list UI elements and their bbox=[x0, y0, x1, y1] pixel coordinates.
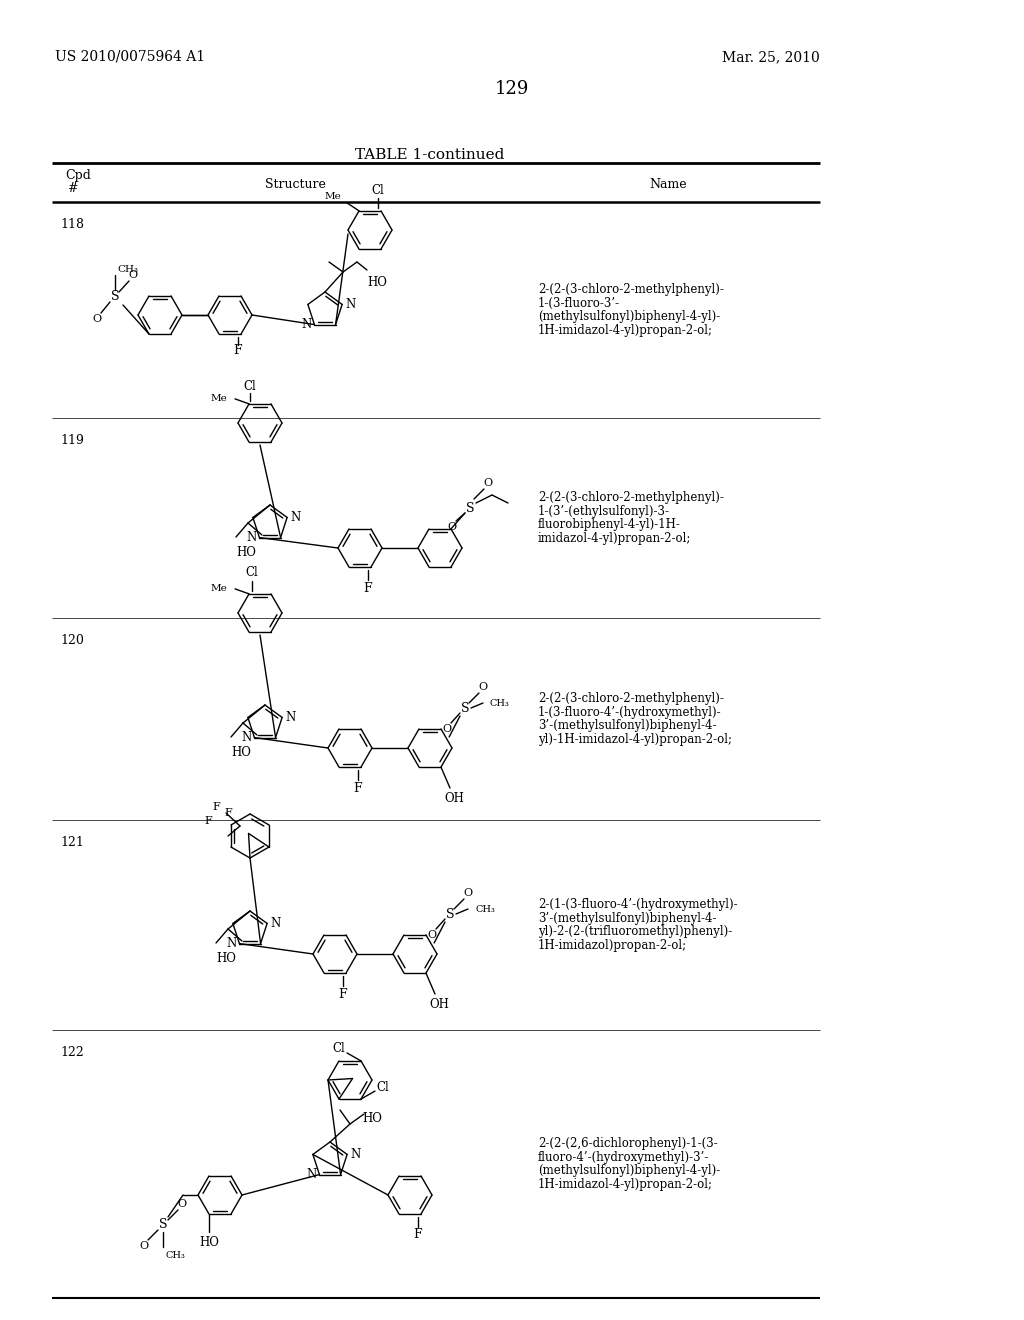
Text: 122: 122 bbox=[60, 1045, 84, 1059]
Text: CH₃: CH₃ bbox=[117, 264, 138, 273]
Text: F: F bbox=[224, 808, 231, 818]
Text: S: S bbox=[461, 701, 469, 714]
Text: OH: OH bbox=[429, 998, 449, 1011]
Text: #: # bbox=[67, 182, 78, 195]
Text: 129: 129 bbox=[495, 81, 529, 98]
Text: O: O bbox=[128, 271, 137, 280]
Text: 120: 120 bbox=[60, 634, 84, 647]
Text: 2-(2-(3-chloro-2-methylphenyl)-: 2-(2-(3-chloro-2-methylphenyl)- bbox=[538, 491, 724, 504]
Text: 1H-imidazol-4-yl)propan-2-ol;: 1H-imidazol-4-yl)propan-2-ol; bbox=[538, 1177, 713, 1191]
Text: yl)-2-(2-(trifluoromethyl)phenyl)-: yl)-2-(2-(trifluoromethyl)phenyl)- bbox=[538, 925, 732, 939]
Text: HO: HO bbox=[367, 276, 387, 289]
Text: CH₃: CH₃ bbox=[475, 904, 495, 913]
Text: F: F bbox=[339, 987, 347, 1001]
Text: 119: 119 bbox=[60, 434, 84, 447]
Text: Me: Me bbox=[210, 585, 227, 594]
Text: O: O bbox=[442, 723, 452, 734]
Text: F: F bbox=[233, 343, 243, 356]
Text: N: N bbox=[290, 511, 300, 524]
Text: N: N bbox=[350, 1148, 360, 1160]
Text: imidazol-4-yl)propan-2-ol;: imidazol-4-yl)propan-2-ol; bbox=[538, 532, 691, 545]
Text: fluoro-4’-(hydroxymethyl)-3’-: fluoro-4’-(hydroxymethyl)-3’- bbox=[538, 1151, 710, 1164]
Text: O: O bbox=[92, 314, 101, 323]
Text: 121: 121 bbox=[60, 836, 84, 849]
Text: 1-(3-fluoro-3’-: 1-(3-fluoro-3’- bbox=[538, 297, 621, 310]
Text: Cl: Cl bbox=[377, 1081, 389, 1093]
Text: F: F bbox=[212, 803, 220, 812]
Text: N: N bbox=[270, 917, 281, 929]
Text: 2-(2-(3-chloro-2-methylphenyl)-: 2-(2-(3-chloro-2-methylphenyl)- bbox=[538, 284, 724, 296]
Text: N: N bbox=[301, 318, 311, 331]
Text: HO: HO bbox=[216, 953, 236, 965]
Text: (methylsulfonyl)biphenyl-4-yl)-: (methylsulfonyl)biphenyl-4-yl)- bbox=[538, 1164, 720, 1177]
Text: S: S bbox=[466, 502, 474, 515]
Text: OH: OH bbox=[444, 792, 464, 804]
Text: N: N bbox=[242, 731, 252, 744]
Text: Cl: Cl bbox=[244, 380, 256, 393]
Text: CH₃: CH₃ bbox=[165, 1250, 185, 1259]
Text: O: O bbox=[177, 1199, 186, 1209]
Text: F: F bbox=[364, 582, 373, 594]
Text: Me: Me bbox=[210, 395, 227, 404]
Text: F: F bbox=[204, 816, 212, 826]
Text: N: N bbox=[306, 1168, 316, 1181]
Text: O: O bbox=[464, 888, 472, 898]
Text: O: O bbox=[478, 682, 487, 692]
Text: fluorobiphenyl-4-yl)-1H-: fluorobiphenyl-4-yl)-1H- bbox=[538, 519, 681, 531]
Text: Cl: Cl bbox=[333, 1043, 345, 1056]
Text: Cl: Cl bbox=[372, 183, 384, 197]
Text: 2-(2-(2,6-dichlorophenyl)-1-(3-: 2-(2-(2,6-dichlorophenyl)-1-(3- bbox=[538, 1138, 718, 1150]
Text: F: F bbox=[353, 781, 362, 795]
Text: 1-(3-fluoro-4’-(hydroxymethyl)-: 1-(3-fluoro-4’-(hydroxymethyl)- bbox=[538, 706, 722, 719]
Text: N: N bbox=[226, 937, 237, 950]
Text: S: S bbox=[445, 908, 455, 920]
Text: 1H-imidazol)propan-2-ol;: 1H-imidazol)propan-2-ol; bbox=[538, 939, 687, 952]
Text: yl)-1H-imidazol-4-yl)propan-2-ol;: yl)-1H-imidazol-4-yl)propan-2-ol; bbox=[538, 733, 732, 746]
Text: Mar. 25, 2010: Mar. 25, 2010 bbox=[722, 50, 820, 63]
Text: 2-(1-(3-fluoro-4’-(hydroxymethyl)-: 2-(1-(3-fluoro-4’-(hydroxymethyl)- bbox=[538, 898, 737, 911]
Text: 118: 118 bbox=[60, 218, 84, 231]
Text: HO: HO bbox=[231, 747, 251, 759]
Text: HO: HO bbox=[362, 1113, 382, 1126]
Text: S: S bbox=[159, 1218, 167, 1232]
Text: S: S bbox=[111, 290, 119, 304]
Text: CH₃: CH₃ bbox=[490, 698, 510, 708]
Text: Structure: Structure bbox=[264, 178, 326, 191]
Text: F: F bbox=[414, 1229, 422, 1242]
Text: N: N bbox=[285, 711, 295, 723]
Text: O: O bbox=[447, 521, 457, 532]
Text: 1-(3’-(ethylsulfonyl)-3-: 1-(3’-(ethylsulfonyl)-3- bbox=[538, 504, 670, 517]
Text: HO: HO bbox=[237, 546, 256, 560]
Text: (methylsulfonyl)biphenyl-4-yl)-: (methylsulfonyl)biphenyl-4-yl)- bbox=[538, 310, 720, 323]
Text: TABLE 1-continued: TABLE 1-continued bbox=[355, 148, 505, 162]
Text: O: O bbox=[483, 478, 493, 488]
Text: 1H-imidazol-4-yl)propan-2-ol;: 1H-imidazol-4-yl)propan-2-ol; bbox=[538, 323, 713, 337]
Text: O: O bbox=[139, 1241, 148, 1251]
Text: HO: HO bbox=[199, 1236, 219, 1249]
Text: Name: Name bbox=[649, 178, 687, 191]
Text: Me: Me bbox=[325, 193, 341, 202]
Text: N: N bbox=[247, 531, 257, 544]
Text: N: N bbox=[345, 298, 355, 312]
Text: US 2010/0075964 A1: US 2010/0075964 A1 bbox=[55, 50, 205, 63]
Text: Cl: Cl bbox=[246, 566, 258, 579]
Text: 3’-(methylsulfonyl)biphenyl-4-: 3’-(methylsulfonyl)biphenyl-4- bbox=[538, 719, 717, 733]
Text: 3’-(methylsulfonyl)biphenyl-4-: 3’-(methylsulfonyl)biphenyl-4- bbox=[538, 912, 717, 925]
Text: 2-(2-(3-chloro-2-methylphenyl)-: 2-(2-(3-chloro-2-methylphenyl)- bbox=[538, 692, 724, 705]
Text: Cpd: Cpd bbox=[65, 169, 91, 182]
Text: O: O bbox=[427, 931, 436, 940]
